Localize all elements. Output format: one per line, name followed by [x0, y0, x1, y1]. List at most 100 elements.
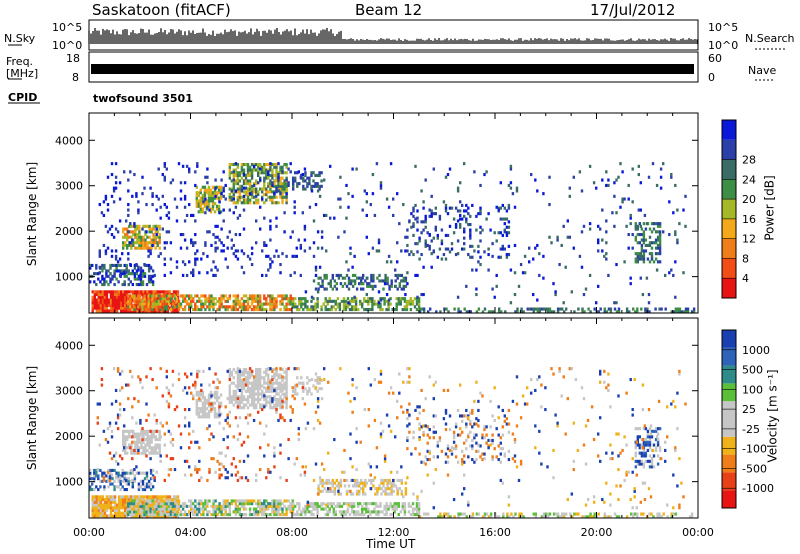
heatmap-cell	[155, 504, 158, 508]
heatmap-cell	[103, 514, 107, 518]
heatmap-cell	[116, 427, 120, 431]
heatmap-cell	[133, 277, 137, 281]
heatmap-cell	[134, 241, 137, 245]
heatmap-cell	[167, 297, 171, 301]
heatmap-cell	[142, 432, 145, 436]
heatmap-cell	[658, 446, 662, 450]
heatmap-cell	[654, 222, 658, 226]
heatmap-cell	[126, 451, 129, 455]
heatmap-cell	[252, 201, 256, 205]
heatmap-cell	[101, 269, 104, 273]
heatmap-cell	[593, 515, 596, 519]
heatmap-cell	[595, 186, 598, 190]
heatmap-cell	[234, 510, 238, 514]
heatmap-cell	[259, 387, 262, 391]
heatmap-cell	[124, 440, 127, 444]
heatmap-cell	[122, 432, 125, 436]
heatmap-cell	[250, 263, 254, 267]
heatmap-cell	[200, 308, 203, 312]
heatmap-cell	[152, 224, 155, 228]
heatmap-cell	[263, 163, 266, 167]
heatmap-cell	[388, 284, 391, 288]
heatmap-cell	[320, 387, 323, 391]
heatmap-cell	[98, 271, 101, 275]
heatmap-cell	[116, 367, 120, 371]
heatmap-cell	[146, 495, 149, 499]
heatmap-cell	[194, 241, 197, 245]
heatmap-cell	[283, 187, 286, 191]
heatmap-cell	[692, 307, 696, 311]
heatmap-cell	[107, 309, 111, 313]
heatmap-cell	[642, 448, 646, 452]
heatmap-cell	[240, 308, 244, 312]
heatmap-cell	[117, 514, 121, 518]
heatmap-cell	[183, 294, 187, 298]
heatmap-cell	[267, 373, 270, 377]
heatmap-cell	[115, 290, 119, 294]
heatmap-cell	[246, 406, 250, 410]
heatmap-cell	[283, 392, 286, 396]
heatmap-cell	[151, 476, 154, 480]
heatmap-cell	[283, 230, 286, 234]
heatmap-cell	[101, 303, 105, 307]
heatmap-cell	[281, 198, 284, 202]
heatmap-cell	[119, 263, 122, 267]
heatmap-cell	[289, 273, 292, 277]
heatmap-cell	[135, 272, 139, 276]
heatmap-cell	[287, 302, 290, 306]
heatmap-cell	[358, 492, 361, 496]
heatmap-cell	[597, 310, 600, 314]
heatmap-cell	[329, 489, 332, 493]
heatmap-cell	[297, 170, 300, 174]
heatmap-cell	[453, 307, 456, 311]
heatmap-cell	[153, 504, 156, 508]
heatmap-cell	[314, 502, 317, 506]
heatmap-cell	[261, 502, 264, 506]
heatmap-cell	[331, 484, 334, 488]
heatmap-cell	[203, 404, 207, 408]
heatmap-cell	[640, 454, 644, 458]
heatmap-cell	[107, 468, 110, 472]
heatmap-cell	[139, 280, 143, 284]
heatmap-cell	[523, 254, 527, 258]
heatmap-cell	[285, 510, 288, 514]
heatmap-cell	[415, 513, 419, 517]
heatmap-cell	[279, 387, 282, 391]
heatmap-cell	[634, 235, 637, 239]
heatmap-cell	[403, 297, 407, 301]
heatmap-cell	[101, 508, 105, 512]
heatmap-cell	[534, 515, 537, 519]
heatmap-cell	[252, 392, 256, 396]
heatmap-cell	[355, 276, 359, 280]
heatmap-cell	[136, 224, 139, 228]
heatmap-cell	[406, 408, 409, 412]
heatmap-cell	[650, 429, 654, 433]
heatmap-cell	[120, 511, 123, 515]
heatmap-cell	[123, 280, 126, 284]
heatmap-cell	[316, 513, 319, 517]
heatmap-cell	[109, 482, 112, 486]
heatmap-cell	[656, 224, 660, 228]
heatmap-cell	[105, 274, 108, 278]
heatmap-cell	[422, 460, 425, 464]
heatmap-cell	[208, 230, 211, 234]
heatmap-cell	[265, 198, 268, 202]
heatmap-cell	[146, 432, 149, 436]
heatmap-cell	[138, 230, 141, 234]
heatmap-cell	[244, 190, 248, 194]
heatmap-cell	[234, 254, 238, 258]
heatmap-cell	[385, 197, 389, 201]
heatmap-cell	[351, 284, 355, 288]
heatmap-cell	[154, 235, 157, 239]
heatmap-cell	[396, 287, 399, 291]
heatmap-cell	[383, 282, 387, 286]
heatmap-cell	[642, 230, 646, 234]
heatmap-cell	[461, 419, 464, 423]
heatmap-cell	[454, 425, 458, 429]
heatmap-cell	[338, 305, 342, 309]
heatmap-cell	[144, 495, 147, 499]
heatmap-cell	[360, 276, 363, 280]
heatmap-cell	[359, 302, 362, 306]
heatmap-cell	[422, 200, 425, 204]
heatmap-cell	[296, 502, 299, 506]
